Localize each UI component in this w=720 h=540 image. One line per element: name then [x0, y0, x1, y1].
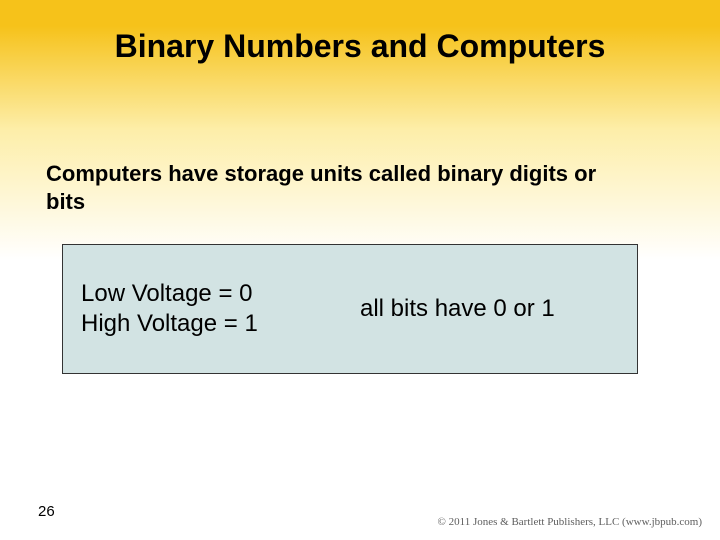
- copyright-text: © 2011 Jones & Bartlett Publishers, LLC …: [438, 516, 703, 528]
- body-prefix: Computers have storage units called: [46, 161, 437, 186]
- body-text: Computers have storage units called bina…: [46, 160, 674, 215]
- info-box-right: all bits have 0 or 1: [340, 295, 619, 323]
- info-box: Low Voltage = 0 High Voltage = 1 all bit…: [62, 244, 638, 374]
- slide: Binary Numbers and Computers Computers h…: [0, 0, 720, 540]
- body-mid: or: [568, 161, 596, 186]
- box-left-line2: High Voltage = 1: [81, 309, 340, 339]
- page-number: 26: [38, 503, 55, 520]
- slide-title: Binary Numbers and Computers: [0, 28, 720, 65]
- box-right-text: all bits have 0 or 1: [360, 295, 555, 322]
- info-box-left: Low Voltage = 0 High Voltage = 1: [81, 279, 340, 339]
- body-bold-1: binary digits: [437, 161, 568, 186]
- body-bold-2: bits: [46, 189, 85, 214]
- box-left-line1: Low Voltage = 0: [81, 279, 340, 309]
